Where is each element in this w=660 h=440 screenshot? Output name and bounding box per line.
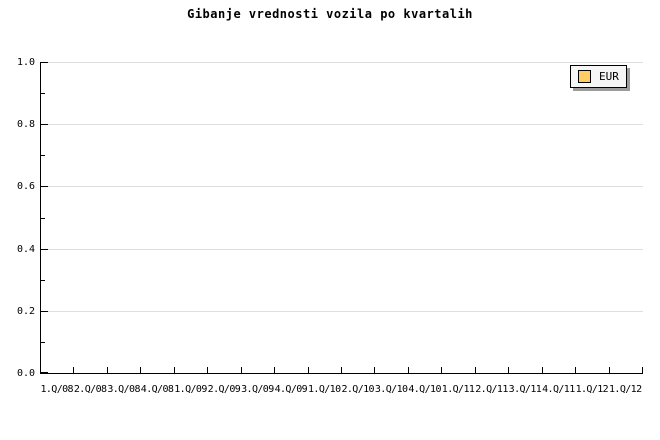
y-axis-label: 0.0 xyxy=(16,368,35,379)
y-axis-minor-tick xyxy=(41,218,45,219)
y-axis-label: 1.0 xyxy=(16,57,35,68)
x-axis-label: 1.Q/08 xyxy=(40,384,73,395)
x-axis-tick xyxy=(207,367,208,373)
x-axis-tick xyxy=(308,367,309,373)
x-axis-label: 3.Q/08 xyxy=(107,384,140,395)
y-axis-major-tick xyxy=(41,372,48,373)
gridline-0.8 xyxy=(41,124,643,125)
y-axis-major-tick xyxy=(41,186,48,187)
y-axis-major-tick xyxy=(41,62,48,63)
y-axis-label: 0.4 xyxy=(16,244,35,255)
y-axis-minor-tick xyxy=(41,342,45,343)
gridline-0.2 xyxy=(41,311,643,312)
x-axis-tick xyxy=(441,367,442,373)
x-axis-tick xyxy=(475,367,476,373)
gridline-0.6 xyxy=(41,186,643,187)
x-axis-tick xyxy=(107,367,108,373)
chart-title: Gibanje vrednosti vozila po kvartalih xyxy=(187,7,473,21)
x-axis-label: 1.Q/10 xyxy=(308,384,341,395)
x-axis-label: 2.Q/08 xyxy=(73,384,107,395)
x-axis-label: 1.Q/12 xyxy=(609,384,642,395)
x-axis-label: 1.Q/09 xyxy=(174,384,207,395)
x-axis-label: 4.Q/08 xyxy=(140,384,174,395)
y-axis-major-tick xyxy=(41,311,48,312)
x-axis-label: 1.Q/11 xyxy=(441,384,475,395)
legend-label-eur: EUR xyxy=(599,70,619,83)
x-axis-tick xyxy=(642,367,643,373)
gridline-1.0 xyxy=(41,62,643,63)
x-axis-label: 3.Q/11 xyxy=(508,384,542,395)
plot-area xyxy=(40,62,643,374)
x-axis-tick xyxy=(542,367,543,373)
x-axis-tick xyxy=(274,367,275,373)
x-axis-tick xyxy=(140,367,141,373)
y-axis-label: 0.6 xyxy=(16,181,35,192)
x-axis-label: 4.Q/09 xyxy=(274,384,308,395)
x-axis-label: 4.Q/10 xyxy=(408,384,441,395)
x-axis-label: 1.Q/12 xyxy=(575,384,609,395)
x-axis-tick xyxy=(241,367,242,373)
x-axis-label: 2.Q/09 xyxy=(207,384,241,395)
legend-swatch-eur-icon xyxy=(578,70,591,83)
x-axis-label: 3.Q/09 xyxy=(241,384,274,395)
x-axis-label: 2.Q/10 xyxy=(341,384,374,395)
x-axis-label: 4.Q/11 xyxy=(542,384,575,395)
y-axis-major-tick xyxy=(41,249,48,250)
legend-eur[interactable]: EUR xyxy=(570,65,627,88)
gridline-0.4 xyxy=(41,249,643,250)
y-axis-minor-tick xyxy=(41,93,45,94)
x-axis-tick xyxy=(508,367,509,373)
x-axis-tick xyxy=(374,367,375,373)
x-axis-tick xyxy=(609,367,610,373)
y-axis-label: 0.8 xyxy=(16,119,35,130)
x-axis-tick xyxy=(341,367,342,373)
x-axis-tick xyxy=(575,367,576,373)
y-axis-major-tick xyxy=(41,124,48,125)
y-axis-label: 0.2 xyxy=(16,306,35,317)
x-axis-label: 2.Q/11 xyxy=(475,384,508,395)
x-axis-label: 3.Q/10 xyxy=(374,384,408,395)
x-axis-tick xyxy=(174,367,175,373)
y-axis-minor-tick xyxy=(41,280,45,281)
x-axis-tick xyxy=(408,367,409,373)
y-axis-minor-tick xyxy=(41,155,45,156)
x-axis-tick xyxy=(73,367,74,373)
